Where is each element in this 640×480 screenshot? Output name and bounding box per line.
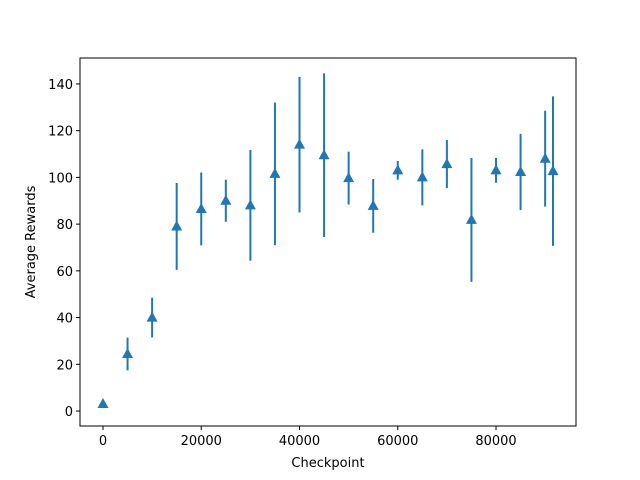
marker xyxy=(318,149,330,160)
x-axis-label: Checkpoint xyxy=(291,456,364,471)
y-axis-label: Average Rewards xyxy=(24,185,39,298)
marker xyxy=(367,199,379,210)
x-tick-label: 80000 xyxy=(475,434,516,449)
marker xyxy=(269,167,281,178)
x-tick-label: 40000 xyxy=(279,434,320,449)
marker xyxy=(146,311,158,322)
x-tick-label: 0 xyxy=(99,434,107,449)
x-tick-label: 20000 xyxy=(181,434,222,449)
marker xyxy=(195,202,207,213)
marker xyxy=(294,138,306,149)
marker xyxy=(122,348,134,359)
marker xyxy=(441,158,453,169)
x-tick-label: 60000 xyxy=(377,434,418,449)
marker xyxy=(392,164,404,175)
marker xyxy=(343,172,355,183)
marker xyxy=(515,166,527,177)
marker xyxy=(465,213,477,224)
plot-frame xyxy=(79,57,577,427)
y-tick-label: 20 xyxy=(56,358,73,373)
marker xyxy=(547,165,559,176)
y-tick-label: 0 xyxy=(65,405,73,420)
y-tick-label: 120 xyxy=(48,125,73,140)
y-tick-label: 40 xyxy=(56,312,73,327)
y-tick-label: 80 xyxy=(56,218,73,233)
marker xyxy=(220,194,232,205)
y-tick-label: 140 xyxy=(48,78,73,93)
marker xyxy=(171,220,183,231)
y-tick-label: 100 xyxy=(48,171,73,186)
marker xyxy=(416,171,428,182)
marker xyxy=(97,398,109,409)
marker xyxy=(244,199,256,210)
marker xyxy=(490,164,502,175)
marker xyxy=(539,152,551,163)
y-tick-label: 60 xyxy=(56,265,73,280)
